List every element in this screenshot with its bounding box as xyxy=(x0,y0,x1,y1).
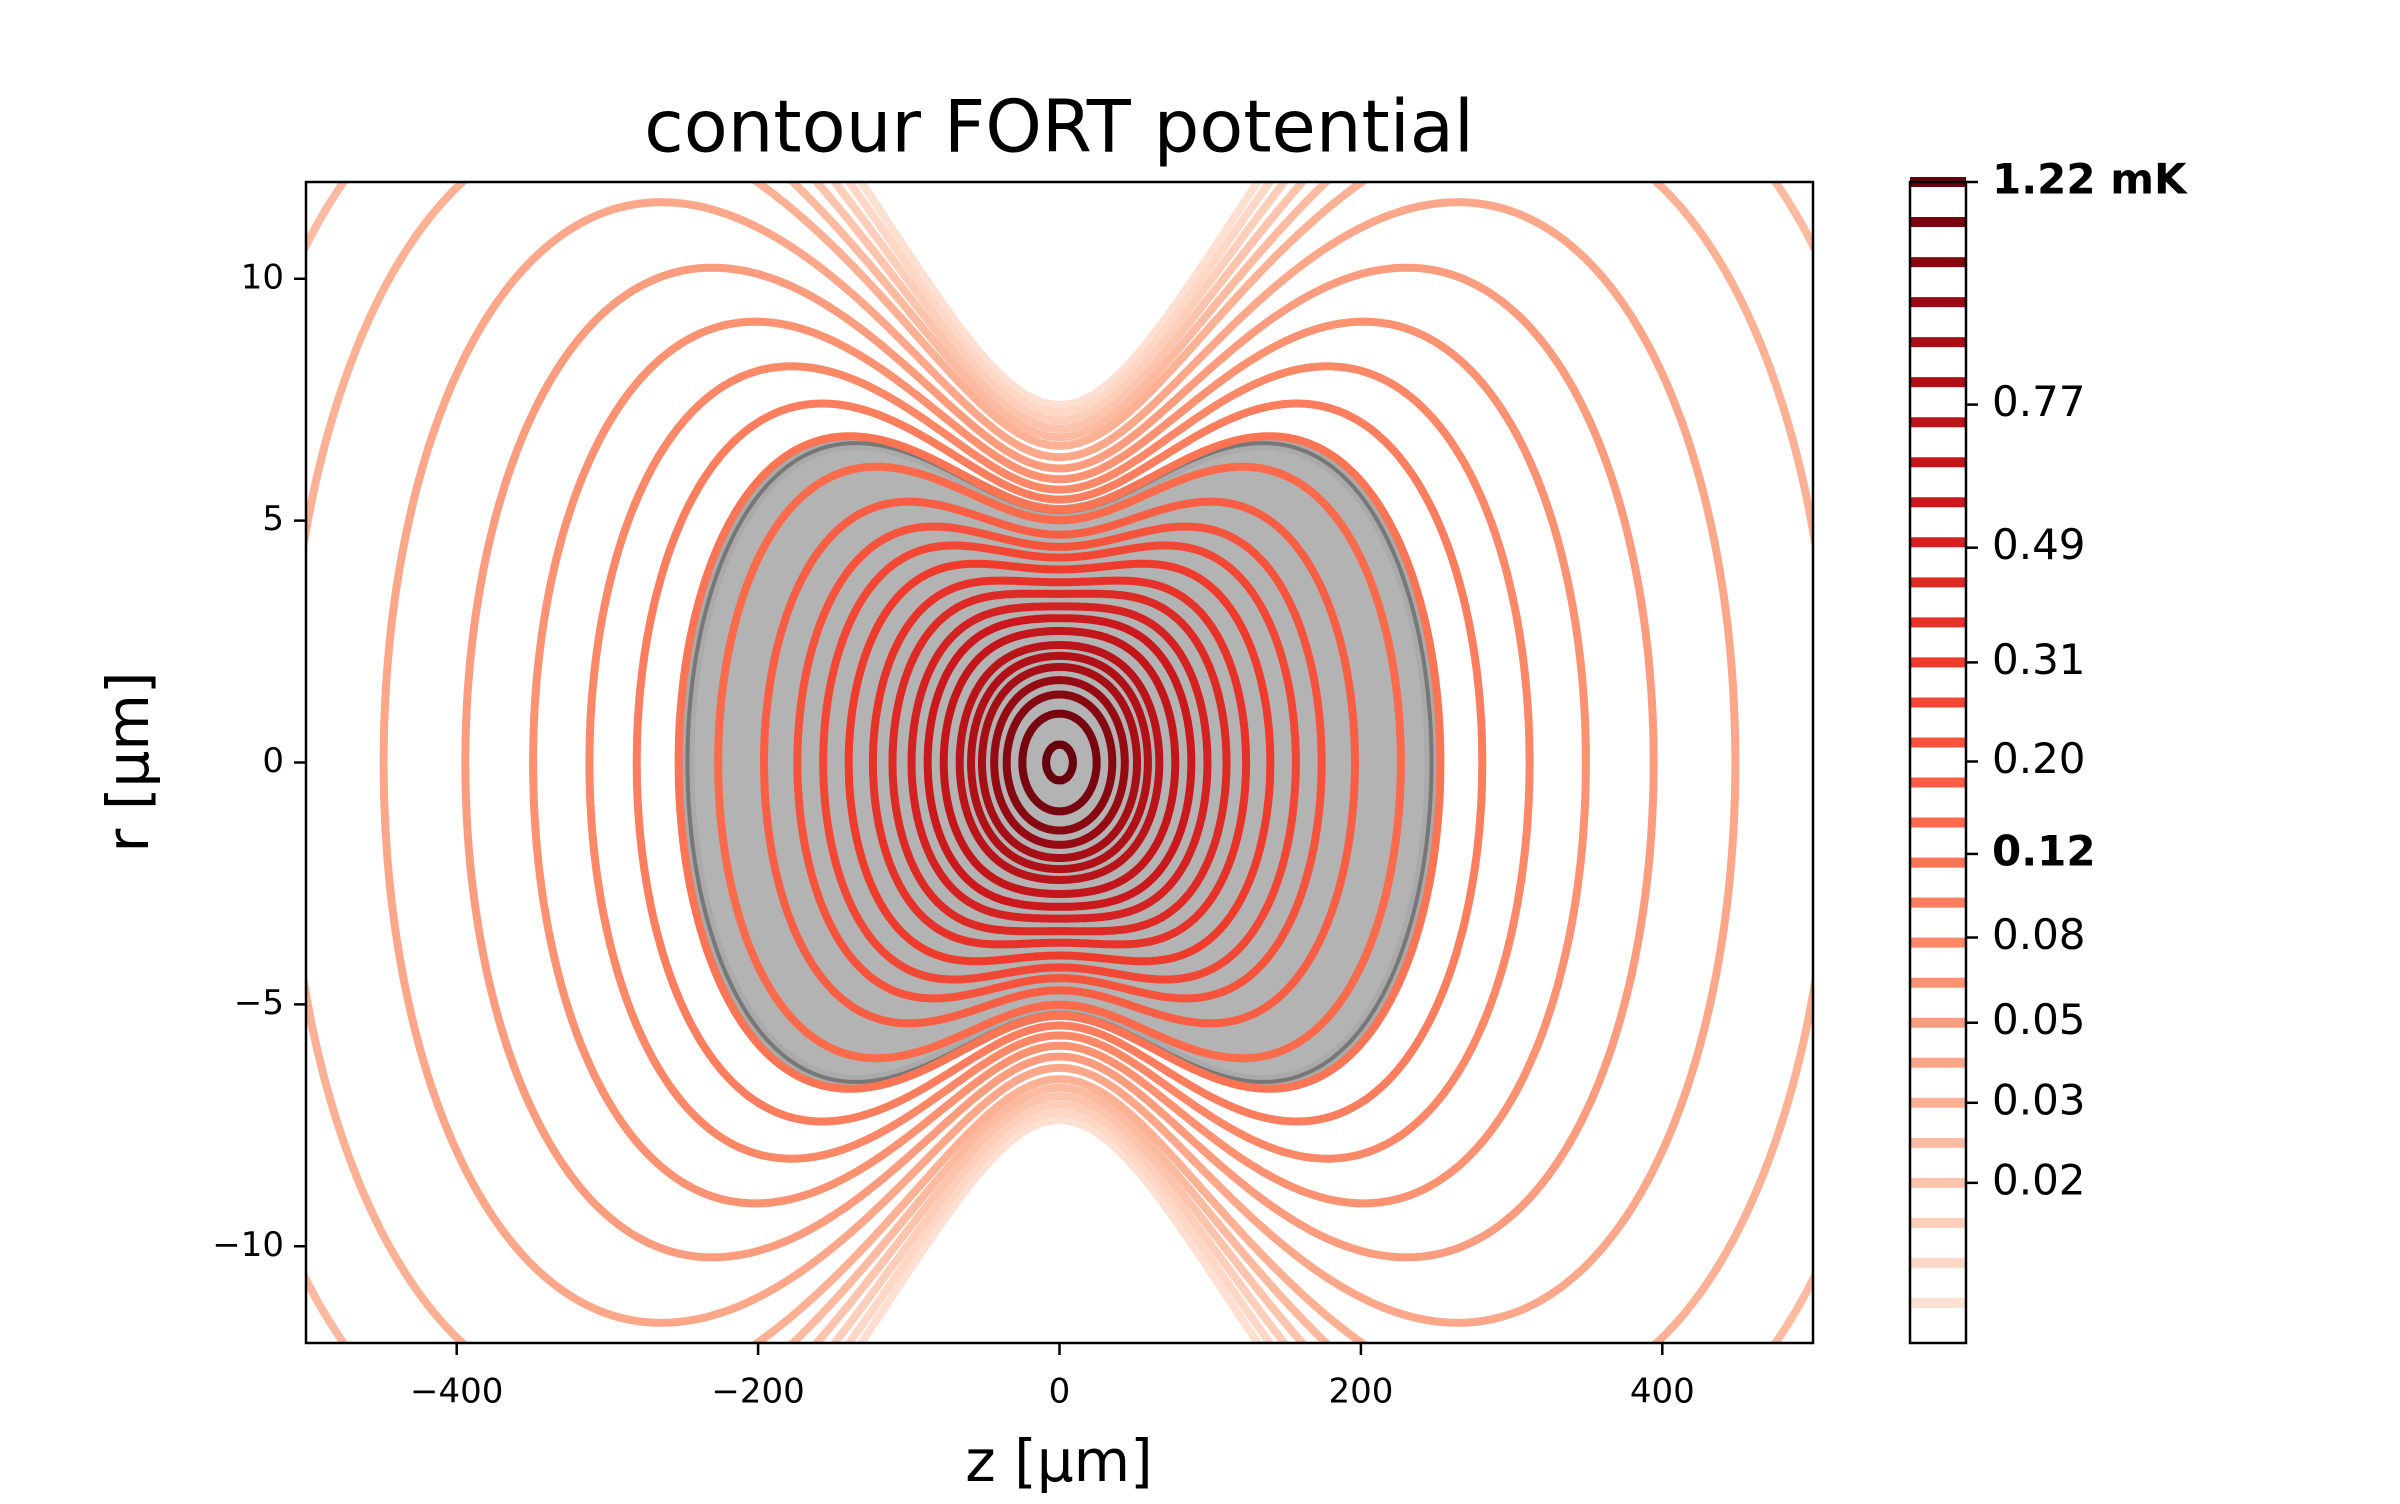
contour-line xyxy=(1002,690,1117,835)
colorbar-tick-label: 0.08 xyxy=(1992,910,2086,959)
y-tick-label: 5 xyxy=(262,499,284,539)
contour-line xyxy=(461,263,1658,1262)
contour-line xyxy=(759,497,1360,1028)
contour-line xyxy=(990,676,1129,849)
contour-line xyxy=(819,541,1300,984)
contour-line xyxy=(793,522,1326,1003)
colorbar-tick-label: 1.22 mK xyxy=(1992,155,2188,204)
chart-title: contour FORT potential xyxy=(644,85,1474,169)
contour-line xyxy=(967,651,1152,874)
x-tick-label: −200 xyxy=(711,1372,804,1412)
colorbar-frame xyxy=(1908,180,1968,1345)
contour-line xyxy=(529,317,1590,1208)
colorbar-tick-label: 0.05 xyxy=(1992,995,2086,1044)
colorbar-tick-label: 0.31 xyxy=(1992,635,2086,684)
x-tick-label: 400 xyxy=(1630,1372,1695,1412)
contour-line xyxy=(1042,740,1077,785)
colorbar-tick-label: 0.12 xyxy=(1992,826,2096,875)
y-tick-label: 0 xyxy=(262,741,284,781)
x-axis-label: z [μm] xyxy=(965,1427,1153,1495)
contour-line xyxy=(888,589,1231,936)
contour-line xyxy=(1018,709,1101,816)
y-tick-label: 10 xyxy=(241,257,284,297)
contour-line xyxy=(978,663,1141,862)
contour-line xyxy=(585,362,1534,1163)
plot-area xyxy=(306,182,1813,1343)
x-tick-label: 200 xyxy=(1328,1372,1393,1412)
contour-line xyxy=(714,462,1405,1063)
contour-line xyxy=(868,576,1251,949)
contour-line xyxy=(632,399,1487,1126)
x-tick-label: 0 xyxy=(1049,1372,1071,1412)
colorbar-tick-label: 0.20 xyxy=(1992,734,2086,783)
contour-line xyxy=(907,602,1212,923)
trap-outline xyxy=(685,441,1434,1084)
x-tick-label: −400 xyxy=(410,1372,503,1412)
colorbar-tick-label: 0.03 xyxy=(1992,1075,2086,1124)
colorbar-tick-label: 0.77 xyxy=(1992,377,2086,426)
y-tick-label: −10 xyxy=(212,1225,284,1265)
y-axis-label: r [μm] xyxy=(94,672,162,853)
y-tick-label: −5 xyxy=(234,983,284,1023)
colorbar-tick-label: 0.49 xyxy=(1992,520,2086,569)
contour-line xyxy=(939,627,1180,898)
colorbar: 1.22 mK 0.77 0.49 0.31 0.20 0.12 0.08 0.05 0.03 0… xyxy=(1910,155,2188,1308)
colorbar-tick-label: 0.02 xyxy=(1992,1155,2086,1204)
contour-line xyxy=(844,559,1275,966)
contour-line xyxy=(955,641,1164,884)
contour-line xyxy=(923,614,1196,911)
contour-line xyxy=(379,198,1740,1327)
contour-line xyxy=(674,432,1445,1093)
